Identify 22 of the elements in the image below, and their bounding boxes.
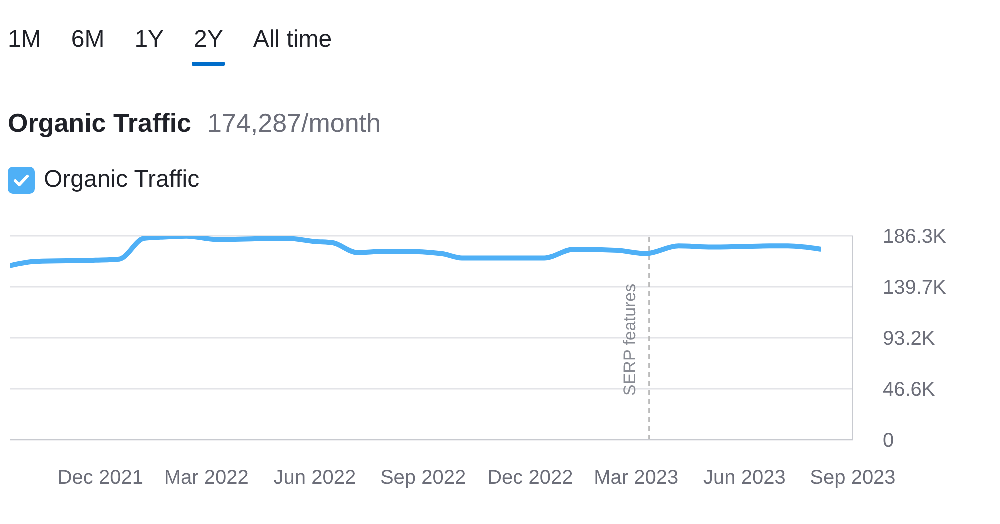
x-tick-label: Mar 2023 <box>594 467 679 490</box>
y-tick-label: 0 <box>883 430 894 452</box>
y-tick-label: 93.2K <box>883 328 936 350</box>
text: All time <box>253 26 332 53</box>
y-tick-label: 139.7K <box>883 277 948 300</box>
x-tick-label: Jun 2022 <box>274 467 356 490</box>
chart-subtitle: 174,287/month <box>208 108 381 139</box>
text: 6M <box>71 26 105 53</box>
x-tick-label: Dec 2021 <box>58 467 144 490</box>
ref-line-label: SERP features <box>620 284 640 396</box>
x-tick-label: Sep 2022 <box>380 467 466 490</box>
x-tick-label: Dec 2022 <box>488 467 574 490</box>
x-tick-label: Mar 2022 <box>164 467 249 490</box>
chart-title: Organic Traffic <box>8 108 192 139</box>
text: 1Y <box>134 26 164 53</box>
text: 1M <box>8 26 42 53</box>
y-tick-label: 46.6K <box>883 379 936 402</box>
legend-label: Organic Traffic <box>44 166 200 194</box>
text: 2Y <box>194 26 224 53</box>
x-tick-label: Jun 2023 <box>704 467 786 490</box>
x-tick-label: Sep 2023 <box>810 467 896 490</box>
y-tick-label: 186.3K <box>883 226 948 248</box>
